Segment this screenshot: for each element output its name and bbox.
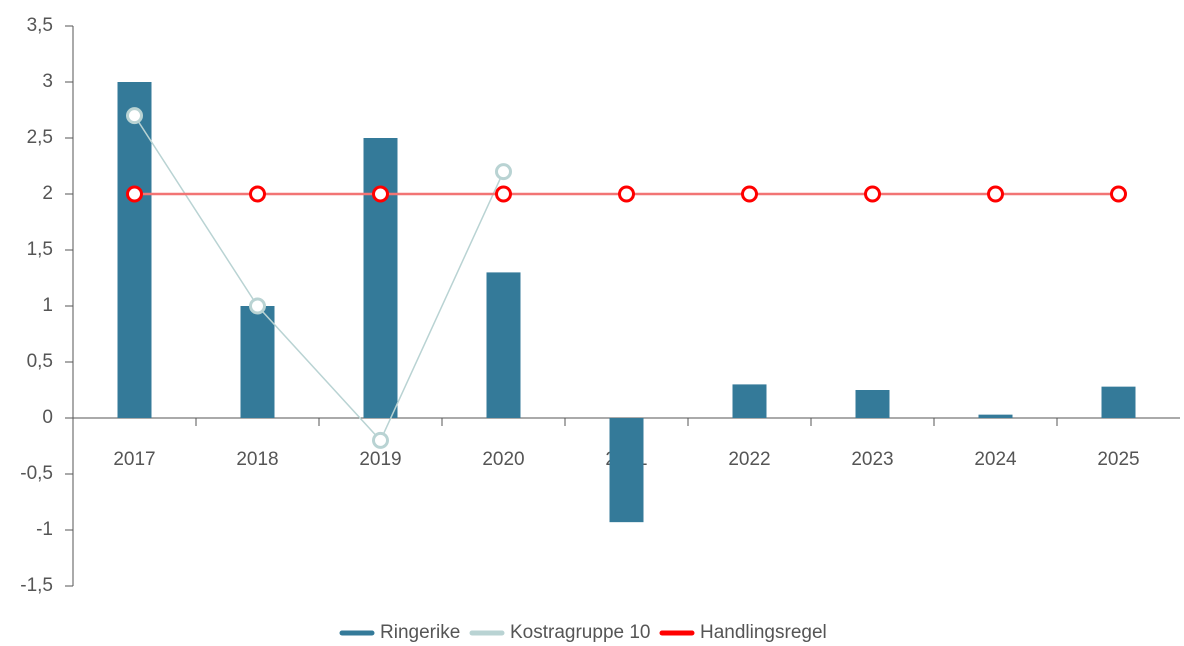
line-marker <box>372 431 389 449</box>
line-marker <box>372 185 389 203</box>
y-tick-label: 0 <box>42 407 53 428</box>
legend-label: Kostragruppe 10 <box>510 622 651 643</box>
bar <box>855 390 890 418</box>
x-tick-label: 2018 <box>236 449 278 470</box>
line-marker <box>741 185 758 203</box>
line-marker <box>987 185 1004 203</box>
x-tick-label: 2022 <box>728 449 770 470</box>
bar <box>117 82 152 418</box>
bar <box>609 418 644 523</box>
line-marker <box>495 163 512 181</box>
line-marker <box>618 185 635 203</box>
y-tick-label: -1 <box>36 519 53 540</box>
x-tick-label: 2017 <box>113 449 155 470</box>
bar <box>1101 386 1136 418</box>
legend-label: Ringerike <box>380 622 460 643</box>
x-tick-label: 2025 <box>1097 449 1139 470</box>
x-tick-label: 2023 <box>851 449 893 470</box>
y-tick-label: 1,5 <box>27 239 53 260</box>
legend-label: Handlingsregel <box>700 622 827 643</box>
bar <box>240 306 275 418</box>
line <box>133 115 505 442</box>
line-marker <box>126 107 143 125</box>
bar <box>486 272 521 418</box>
y-tick-label: 2,5 <box>27 127 53 148</box>
y-tick-label: -0,5 <box>20 463 53 484</box>
x-tick-label: 2024 <box>974 449 1017 470</box>
line-marker <box>495 185 512 203</box>
line-marker <box>249 185 266 203</box>
y-tick-label: -1,5 <box>20 575 53 596</box>
y-tick-label: 3 <box>42 71 53 92</box>
bar <box>363 138 398 418</box>
y-tick-label: 1 <box>42 295 53 316</box>
y-tick-label: 2 <box>42 183 53 204</box>
line-marker <box>1110 185 1127 203</box>
bar <box>978 414 1013 418</box>
line-marker <box>249 297 266 315</box>
x-tick-label: 2019 <box>359 449 401 470</box>
line-marker <box>126 185 143 203</box>
y-tick-label: 3,5 <box>27 15 53 36</box>
bar <box>732 384 767 418</box>
x-tick-label: 2020 <box>482 449 524 470</box>
y-tick-label: 0,5 <box>27 351 53 372</box>
line-marker <box>864 185 881 203</box>
